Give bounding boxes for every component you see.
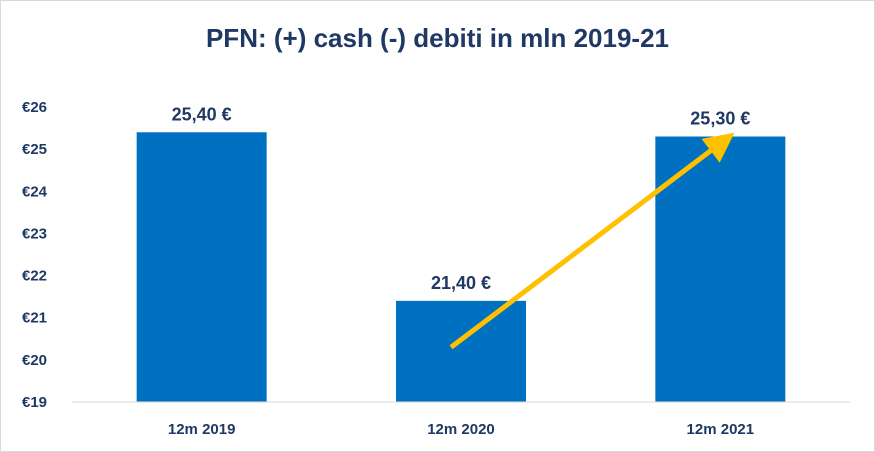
chart-title: PFN: (+) cash (-) debiti in mln 2019-21 xyxy=(205,23,670,53)
y-tick-label: €23 xyxy=(22,225,47,242)
x-category-label: 12m 2020 xyxy=(427,421,495,438)
y-tick-label: €19 xyxy=(22,394,47,411)
y-tick-label: €22 xyxy=(22,268,47,285)
x-category-label: 12m 2019 xyxy=(168,421,236,438)
y-tick-label: €21 xyxy=(22,310,47,327)
y-tick-label: €26 xyxy=(22,99,47,116)
data-label: 25,30 € xyxy=(690,109,750,129)
y-tick-label: €20 xyxy=(22,352,47,369)
y-tick-label: €24 xyxy=(22,183,48,200)
bar-12m-2019 xyxy=(136,132,267,403)
bar-12m-2020 xyxy=(396,300,526,402)
x-category-label: 12m 2021 xyxy=(687,421,755,438)
trend-arrow xyxy=(449,132,735,350)
data-label: 25,40 € xyxy=(172,104,232,124)
bar-12m-2021 xyxy=(655,136,786,402)
data-label: 21,40 € xyxy=(431,273,491,293)
y-tick-label: €25 xyxy=(22,141,47,158)
